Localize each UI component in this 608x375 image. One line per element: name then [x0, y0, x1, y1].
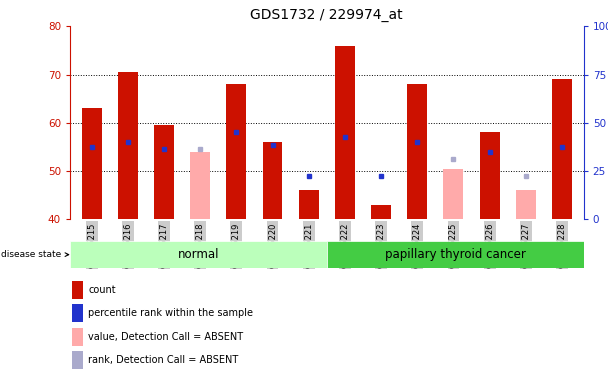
Bar [443, 169, 463, 219]
Bar [72, 281, 83, 299]
Text: disease state: disease state [1, 250, 69, 259]
Text: value, Detection Call = ABSENT: value, Detection Call = ABSENT [88, 332, 244, 342]
Bar [72, 351, 83, 369]
Bar [226, 84, 246, 219]
Bar [263, 142, 283, 219]
Text: percentile rank within the sample: percentile rank within the sample [88, 308, 254, 318]
Bar [371, 205, 391, 219]
Bar [190, 152, 210, 219]
Bar [70, 241, 327, 268]
Text: papillary thyroid cancer: papillary thyroid cancer [385, 248, 526, 261]
Text: normal: normal [178, 248, 219, 261]
Bar [72, 304, 83, 322]
Bar [327, 241, 584, 268]
Text: rank, Detection Call = ABSENT: rank, Detection Call = ABSENT [88, 354, 239, 364]
Bar [552, 80, 572, 219]
Bar [154, 125, 174, 219]
Text: count: count [88, 285, 116, 295]
Bar [480, 132, 500, 219]
Bar [407, 84, 427, 219]
Bar [81, 108, 102, 219]
Bar [72, 328, 83, 346]
Bar [299, 190, 319, 219]
Title: GDS1732 / 229974_at: GDS1732 / 229974_at [250, 9, 403, 22]
Bar [335, 46, 355, 219]
Bar [118, 72, 138, 219]
Bar [516, 190, 536, 219]
